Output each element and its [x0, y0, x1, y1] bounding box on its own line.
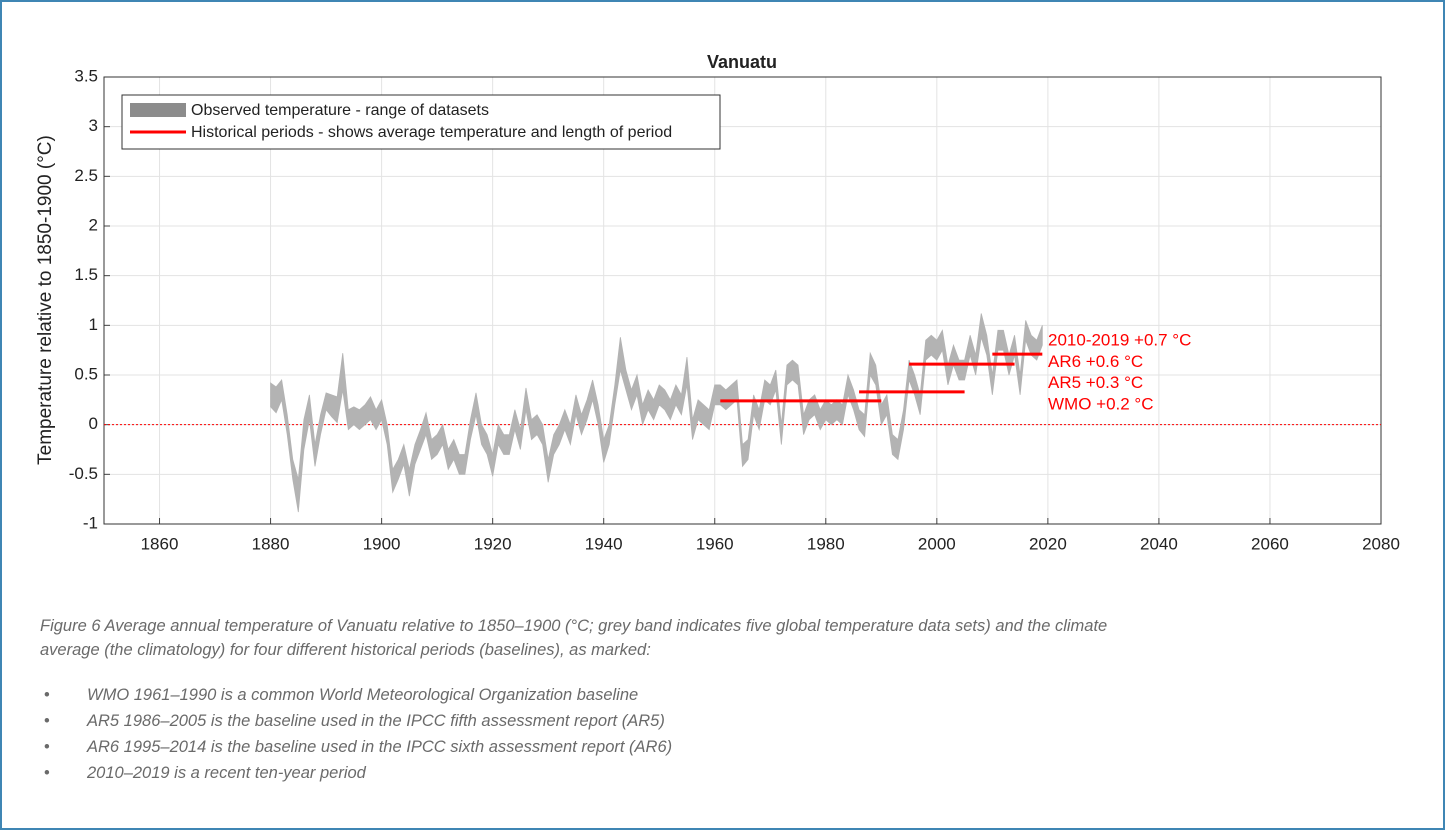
period-label: AR6 +0.6 °C	[1048, 352, 1143, 371]
y-axis-label: Temperature relative to 1850-1900 (°C)	[35, 135, 56, 465]
x-tick-label: 1900	[363, 534, 401, 553]
x-tick-label: 1920	[474, 534, 512, 553]
period-label: WMO +0.2 °C	[1048, 394, 1154, 413]
y-tick-label: 3	[89, 116, 98, 135]
bullet-item: AR6 1995–2014 is the baseline used in th…	[40, 734, 672, 760]
y-tick-label: 0.5	[74, 364, 98, 383]
x-tick-label: 1860	[141, 534, 179, 553]
y-tick-label: 2	[89, 215, 98, 234]
plot-frame	[103, 76, 1382, 525]
x-tick-label: 1960	[696, 534, 734, 553]
temperature-band	[270, 313, 1043, 513]
x-tick-label: 2000	[918, 534, 956, 553]
x-tick-label: 2040	[1140, 534, 1178, 553]
x-tick-label: 2060	[1251, 534, 1289, 553]
y-tick-label: 1.5	[74, 265, 98, 284]
y-tick-label: 1	[89, 315, 98, 334]
period-label: AR5 +0.3 °C	[1048, 373, 1143, 392]
y-tick-label: 0	[89, 414, 98, 433]
y-tick-label: 2.5	[74, 166, 98, 185]
y-tick-label: -1	[83, 513, 98, 532]
legend-swatch	[130, 103, 186, 117]
x-tick-label: 1880	[252, 534, 290, 553]
x-tick-label: 2080	[1362, 534, 1400, 553]
bullet-item: WMO 1961–1990 is a common World Meteorol…	[40, 682, 672, 708]
bullet-item: AR5 1986–2005 is the baseline used in th…	[40, 708, 672, 734]
legend-label: Observed temperature - range of datasets	[191, 102, 489, 119]
bullet-item: 2010–2019 is a recent ten-year period	[40, 760, 672, 786]
legend-box	[121, 94, 721, 150]
period-label: 2010-2019 +0.7 °C	[1048, 331, 1191, 350]
y-tick-label: 3.5	[74, 66, 98, 85]
x-tick-label: 1980	[807, 534, 845, 553]
bullet-list: WMO 1961–1990 is a common World Meteorol…	[40, 682, 672, 786]
x-tick-label: 1940	[585, 534, 623, 553]
legend-label: Historical periods - shows average tempe…	[191, 124, 672, 141]
chart: Vanuatu Temperature relative to 1850-190…	[35, 52, 1400, 554]
y-tick-label: -0.5	[69, 464, 98, 483]
x-tick-label: 2020	[1029, 534, 1067, 553]
caption: Figure 6 Average annual temperature of V…	[40, 617, 1108, 659]
chart-title: Vanuatu	[707, 52, 777, 72]
